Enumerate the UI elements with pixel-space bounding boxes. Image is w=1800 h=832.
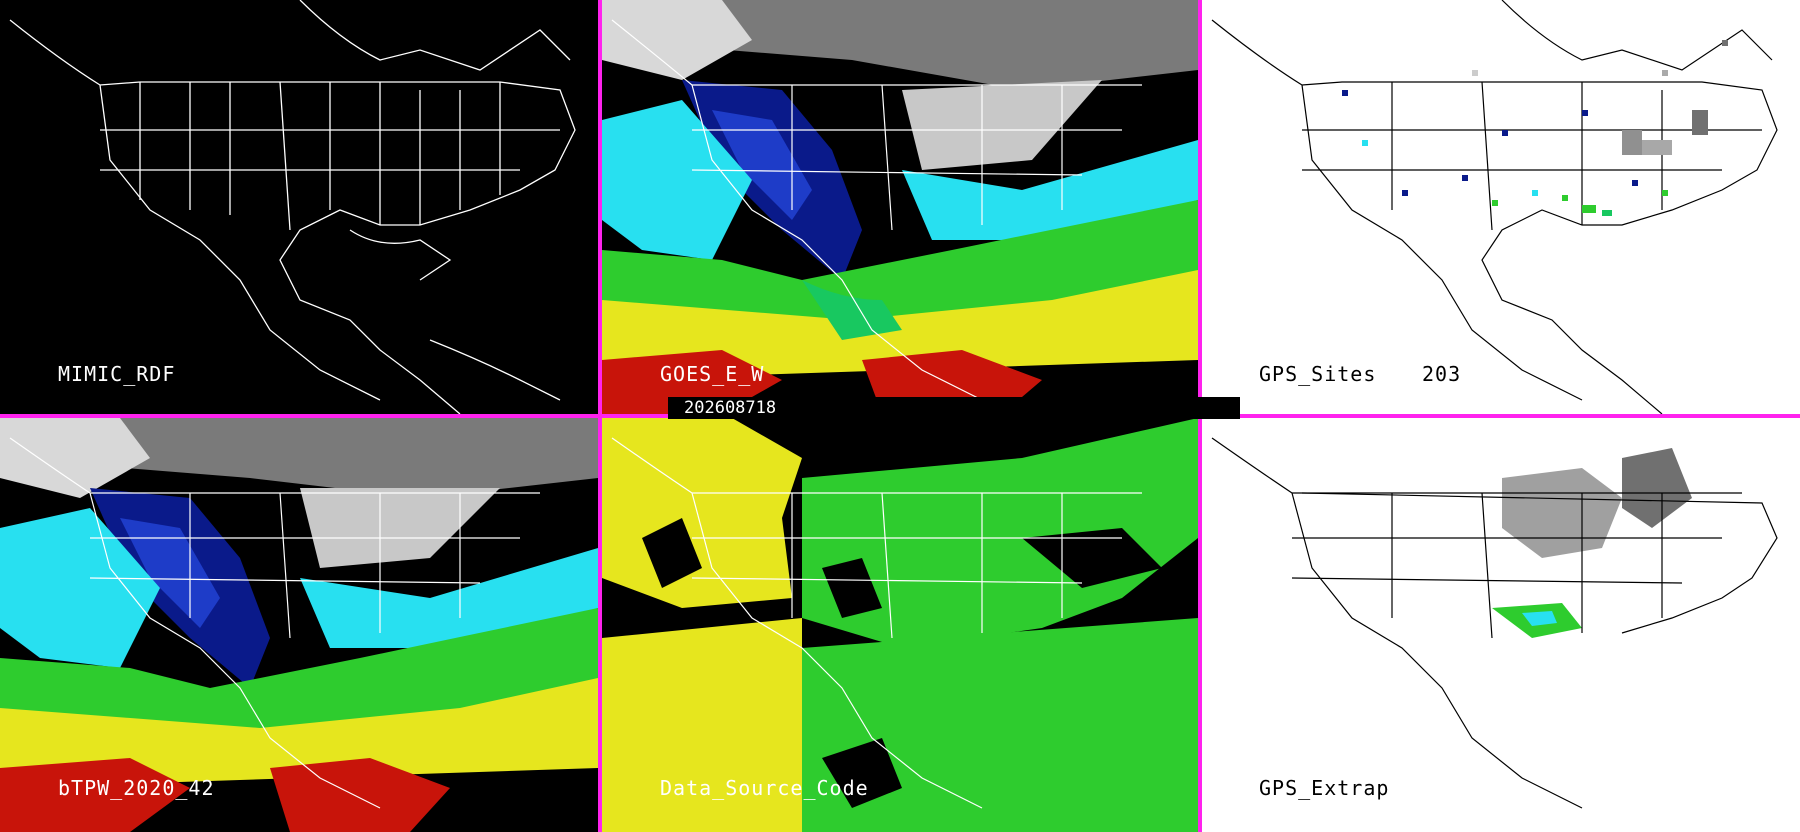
gps-site-count: 203 [1422, 362, 1462, 386]
panel-btpw: bTPW_2020_42 [0, 418, 598, 832]
panel-label: bTPW_2020_42 [58, 776, 215, 800]
timestamp-label: 202608718 [668, 397, 1240, 419]
panel-gps-sites: GPS_Sites 203 [1202, 0, 1800, 414]
tpw-imagery [602, 0, 1198, 414]
tpw-imagery [0, 418, 598, 832]
panel-label: Data_Source_Code [660, 776, 869, 800]
panel-label: GPS_Sites [1259, 362, 1377, 386]
panel-gps-extrap: GPS_Extrap [1202, 418, 1800, 832]
gps-site-markers [1342, 40, 1728, 216]
panel-goes-e-w: GOES_E_W [602, 0, 1198, 414]
panel-mimic-rdf: MIMIC_RDF [0, 0, 598, 414]
panel-label: GPS_Extrap [1259, 776, 1390, 800]
gps-sites-map [1211, 0, 1778, 414]
source-code-imagery [602, 418, 1198, 832]
gps-extrap-map [1211, 437, 1778, 809]
panel-label: GOES_E_W [660, 362, 765, 386]
panel-label: MIMIC_RDF [58, 362, 176, 386]
panel-data-source-code: Data_Source_Code [602, 418, 1198, 832]
map-outline [9, 0, 576, 414]
